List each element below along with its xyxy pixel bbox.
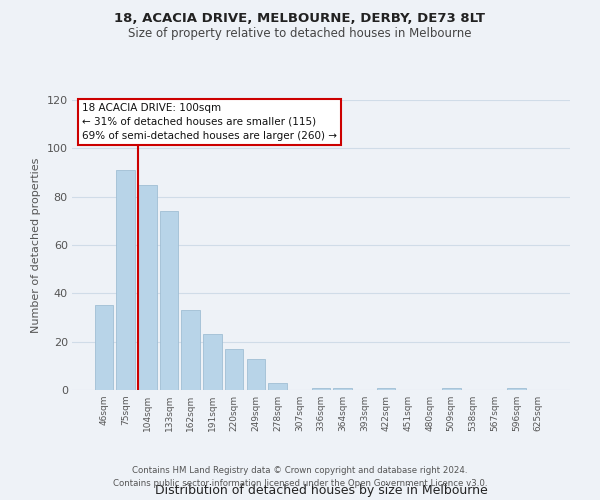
Y-axis label: Number of detached properties: Number of detached properties — [31, 158, 41, 332]
Text: 18, ACACIA DRIVE, MELBOURNE, DERBY, DE73 8LT: 18, ACACIA DRIVE, MELBOURNE, DERBY, DE73… — [115, 12, 485, 26]
Bar — [116, 170, 135, 390]
Bar — [312, 388, 330, 390]
Bar — [160, 211, 178, 390]
Bar — [247, 358, 265, 390]
Bar — [138, 184, 157, 390]
Bar — [507, 388, 526, 390]
Bar — [442, 388, 461, 390]
Bar — [181, 310, 200, 390]
Text: 18 ACACIA DRIVE: 100sqm
← 31% of detached houses are smaller (115)
69% of semi-d: 18 ACACIA DRIVE: 100sqm ← 31% of detache… — [82, 103, 337, 141]
Text: Size of property relative to detached houses in Melbourne: Size of property relative to detached ho… — [128, 28, 472, 40]
Bar — [203, 334, 221, 390]
Bar — [268, 383, 287, 390]
Bar — [377, 388, 395, 390]
Text: Contains HM Land Registry data © Crown copyright and database right 2024.
Contai: Contains HM Land Registry data © Crown c… — [113, 466, 487, 487]
Bar — [334, 388, 352, 390]
Bar — [95, 306, 113, 390]
X-axis label: Distribution of detached houses by size in Melbourne: Distribution of detached houses by size … — [155, 484, 487, 497]
Bar — [225, 349, 244, 390]
